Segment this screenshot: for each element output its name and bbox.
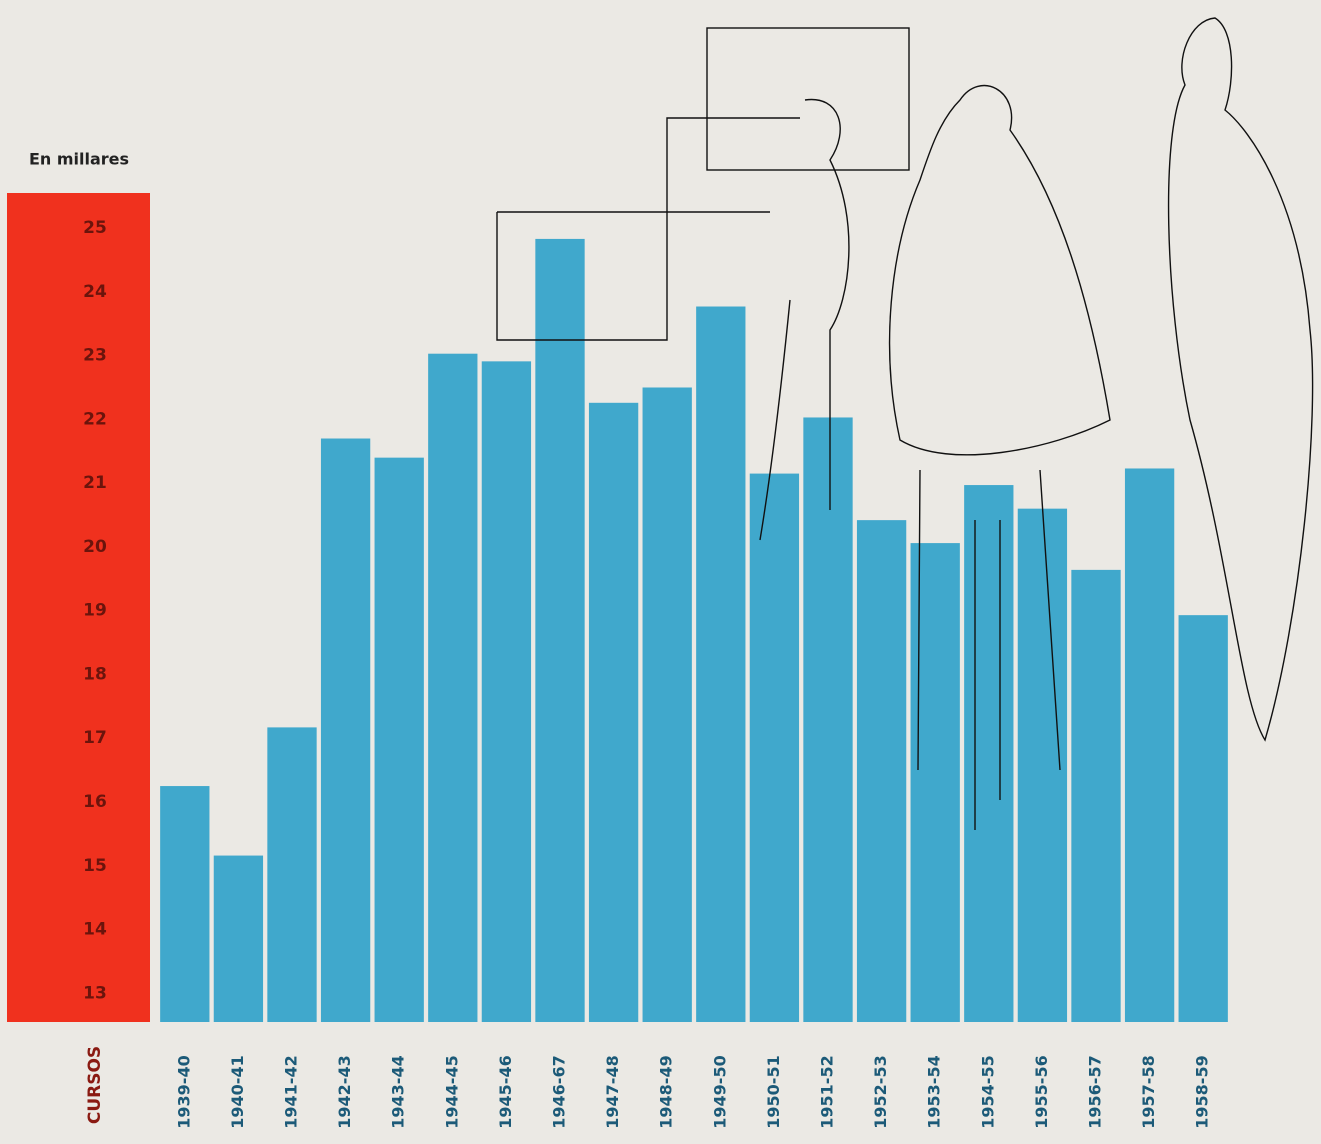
x-tick-label: 1947-48: [603, 1055, 622, 1128]
y-tick-label: 15: [83, 856, 107, 876]
x-tick-label: 1952-53: [871, 1055, 890, 1128]
bar: [428, 353, 478, 1022]
x-tick-label: 1943-44: [389, 1055, 408, 1128]
y-tick-label: 17: [83, 728, 107, 748]
x-tick-label: 1958-59: [1193, 1055, 1212, 1128]
x-tick-label: 1954-55: [978, 1055, 997, 1128]
bar: [213, 855, 264, 1022]
bar: [481, 361, 532, 1022]
x-tick-label: 1953-54: [925, 1055, 944, 1128]
y-tick-label: 13: [83, 983, 107, 1003]
x-tick-label: 1955-56: [1032, 1055, 1051, 1128]
bar: [160, 786, 210, 1022]
bar: [642, 387, 692, 1022]
y-tick-label: 24: [83, 282, 107, 302]
bar: [696, 306, 746, 1022]
y-axis-label: En millares: [29, 150, 129, 169]
illustration: [496, 17, 1314, 830]
y-tick-label: 20: [83, 537, 107, 557]
x-tick-label: 1939-40: [174, 1055, 193, 1128]
y-tick-label: 25: [83, 218, 107, 238]
y-tick-label: 18: [83, 664, 107, 684]
x-tick-label: 1951-52: [818, 1055, 837, 1128]
bar: [856, 520, 907, 1022]
x-tick-label: 1957-58: [1139, 1055, 1158, 1128]
y-tick-label: 16: [83, 792, 107, 812]
bar: [535, 238, 585, 1023]
bar: [964, 485, 1014, 1022]
x-tick-label: 1942-43: [335, 1055, 354, 1128]
bar: [749, 473, 800, 1023]
x-tick-label: 1949-50: [710, 1055, 729, 1128]
x-axis-label: CURSOS: [85, 1046, 105, 1124]
bar: [320, 438, 371, 1022]
bar: [1124, 468, 1175, 1023]
y-tick-label: 14: [83, 920, 107, 940]
y-tick-label: 19: [83, 601, 107, 621]
bar: [374, 457, 424, 1022]
bar: [1178, 615, 1228, 1022]
x-tick-label: 1956-57: [1086, 1055, 1105, 1128]
bar: [803, 417, 853, 1023]
x-tick-label: 1940-41: [228, 1055, 247, 1128]
bar: [588, 402, 639, 1022]
x-tick-label: 1941-42: [282, 1055, 301, 1128]
bar: [267, 727, 317, 1022]
x-tick-label: 1948-49: [657, 1055, 676, 1128]
y-tick-label: 21: [83, 473, 107, 493]
x-tick-label: 1950-51: [764, 1055, 783, 1128]
x-tick-label: 1944-45: [442, 1055, 461, 1128]
x-tick-label: 1945-46: [496, 1055, 515, 1128]
bar: [910, 543, 960, 1022]
y-tick-label: 23: [83, 346, 107, 366]
x-tick-label: 1946-67: [550, 1055, 569, 1128]
y-axis-panel: [7, 193, 150, 1022]
bar: [1017, 508, 1068, 1022]
bar: [1071, 569, 1121, 1022]
y-tick-label: 22: [83, 409, 107, 429]
